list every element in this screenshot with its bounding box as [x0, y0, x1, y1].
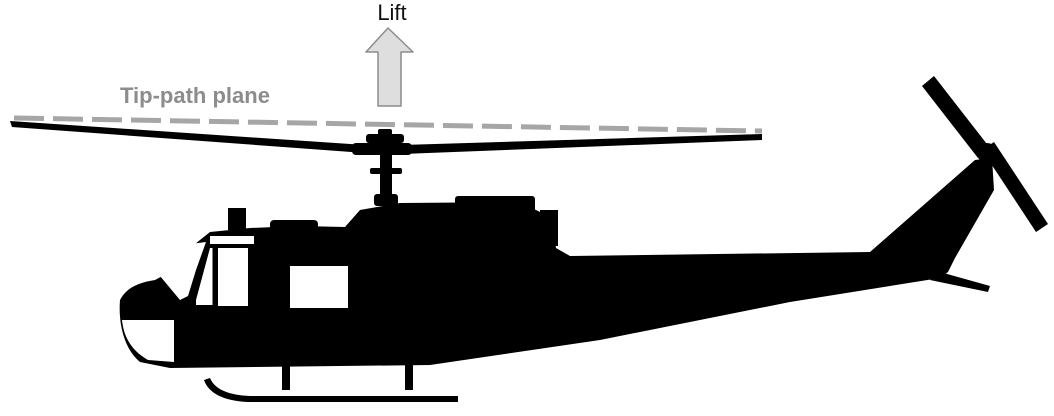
- rotor-mast: [380, 154, 392, 200]
- tip-path-plane-label: Tip-path plane: [120, 83, 270, 108]
- main-rotor-blade-right: [402, 134, 762, 154]
- nose-window: [122, 320, 174, 362]
- tail-rotor-blade-upper: [922, 76, 990, 158]
- lift-arrow-icon: [365, 27, 414, 107]
- windshield: [160, 242, 206, 300]
- landing-skid: [204, 378, 458, 402]
- helicopter-silhouette-icon: [10, 76, 1048, 402]
- lift-label: Lift: [377, 0, 406, 25]
- rotor-hub: [352, 143, 412, 155]
- windows: [122, 236, 348, 362]
- main-rotor-blade-left: [10, 121, 365, 153]
- cabin-window-top: [210, 236, 254, 244]
- rotor-hub-top: [366, 134, 404, 143]
- cockpit-door-window: [196, 248, 214, 305]
- skid-strut-front: [282, 362, 290, 390]
- cabin-window-rear: [290, 266, 348, 308]
- cabin-window-front: [218, 248, 248, 306]
- fuselage: [119, 158, 994, 368]
- tip-path-plane-line: [13, 115, 763, 134]
- tail-rotor-blade-lower: [982, 142, 1048, 232]
- skid-strut-rear: [405, 362, 413, 390]
